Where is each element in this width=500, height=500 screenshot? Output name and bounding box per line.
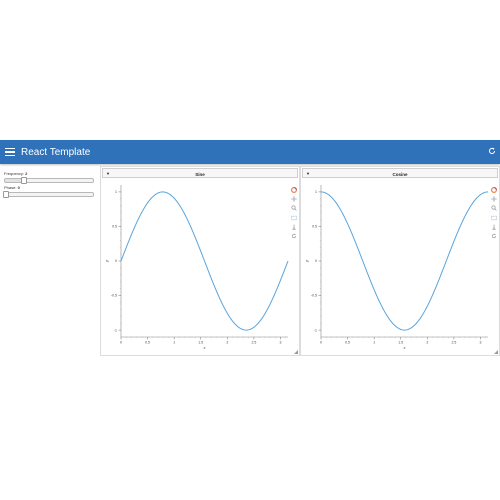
sine-chart[interactable]: 0 0.5 1 1.5 2 2.5 3 -1 -0.5 0 0.5 1 x y [101, 179, 299, 355]
wheel-zoom-icon[interactable] [291, 224, 297, 230]
reset-icon[interactable] [291, 233, 297, 239]
y-tick-label: -1 [114, 328, 117, 332]
sine-series-line [120, 191, 289, 331]
app-title: React Template [21, 146, 91, 158]
x-tick-label: 2 [426, 341, 428, 345]
menu-icon[interactable] [5, 148, 15, 156]
box-zoom-icon[interactable] [291, 215, 297, 221]
cosine-chart[interactable]: 0 0.5 1 1.5 2 2.5 3 -1 -0.5 0 0.5 1 x y [301, 179, 499, 355]
cosine-series-line [320, 191, 489, 331]
phase-label: Phase: 0 [4, 185, 20, 190]
zoom-icon[interactable] [291, 205, 297, 212]
x-tick-label: 2 [226, 341, 228, 345]
phase-slider-handle[interactable] [3, 191, 9, 198]
resize-handle-icon[interactable] [294, 350, 298, 354]
collapse-caret-icon[interactable]: ▼ [306, 171, 310, 176]
cosine-panel: ▼ Cosine 0 0.5 1 1.5 2 2.5 3 -1 -0.5 0 0.5 1 x y [300, 166, 500, 356]
x-tick-label: 0.5 [345, 341, 350, 345]
pan-icon[interactable] [291, 196, 297, 202]
y-tick-label: 0.5 [112, 225, 117, 229]
frequency-slider[interactable] [4, 177, 94, 184]
x-tick-label: 2.5 [451, 341, 456, 345]
pan-icon[interactable] [491, 196, 497, 202]
refresh-icon[interactable] [488, 147, 496, 155]
x-tick-label: 2.5 [251, 341, 256, 345]
cosine-plot[interactable]: 0 0.5 1 1.5 2 2.5 3 -1 -0.5 0 0.5 1 x y [301, 179, 499, 355]
x-tick-label: 1 [373, 341, 375, 345]
cosine-panel-title: Cosine [392, 171, 408, 177]
sine-panel-title: Sine [195, 171, 205, 177]
frequency-slider-handle[interactable] [20, 177, 27, 184]
y-axis-label: y [304, 259, 309, 263]
y-tick-label: -1 [314, 328, 317, 332]
bokeh-logo-icon[interactable] [491, 187, 497, 193]
y-axis-label: y [104, 259, 109, 263]
x-tick-label: 0.5 [145, 341, 150, 345]
x-tick-label: 0 [120, 341, 122, 345]
cosine-panel-header[interactable]: ▼ Cosine [302, 168, 498, 178]
x-tick-label: 3 [279, 341, 281, 345]
frequency-value: 2 [25, 171, 28, 176]
y-tick-label: 1 [315, 190, 317, 194]
plot-toolbar [491, 187, 497, 242]
reset-icon[interactable] [491, 233, 497, 239]
x-tick-label: 3 [479, 341, 481, 345]
y-tick-label: -0.5 [311, 294, 317, 298]
app-bar: React Template [0, 140, 500, 164]
y-tick-label: 0.5 [312, 225, 317, 229]
controls-panel: Frequency: 2 Phase: 0 [3, 171, 96, 199]
y-tick-label: 0 [315, 259, 317, 263]
sine-panel-header[interactable]: ▼ Sine [102, 168, 298, 178]
wheel-zoom-icon[interactable] [491, 224, 497, 230]
y-tick-label: 0 [115, 259, 117, 263]
phase-value: 0 [17, 185, 20, 190]
x-tick-label: 1.5 [198, 341, 203, 345]
y-tick-label: 1 [115, 190, 117, 194]
x-tick-label: 0 [320, 341, 322, 345]
frequency-label: Frequency: 2 [4, 171, 28, 176]
collapse-caret-icon[interactable]: ▼ [106, 171, 110, 176]
sine-plot[interactable]: 0 0.5 1 1.5 2 2.5 3 -1 -0.5 0 0.5 1 x y [101, 179, 299, 355]
x-tick-label: 1.5 [398, 341, 403, 345]
frequency-slider-fill [5, 178, 23, 182]
sine-panel: ▼ Sine 0 0.5 1 1.5 2 2.5 3 -1 -0.5 0 0.5 1 x y [100, 166, 300, 356]
bokeh-logo-icon[interactable] [291, 187, 297, 193]
zoom-icon[interactable] [491, 205, 497, 212]
plot-toolbar [291, 187, 297, 242]
x-axis-label: x [203, 345, 207, 350]
box-zoom-icon[interactable] [491, 215, 497, 221]
x-axis-label: x [403, 345, 407, 350]
phase-slider[interactable] [3, 191, 94, 198]
x-tick-label: 1 [173, 341, 175, 345]
y-tick-label: -0.5 [111, 294, 117, 298]
resize-handle-icon[interactable] [494, 350, 498, 354]
